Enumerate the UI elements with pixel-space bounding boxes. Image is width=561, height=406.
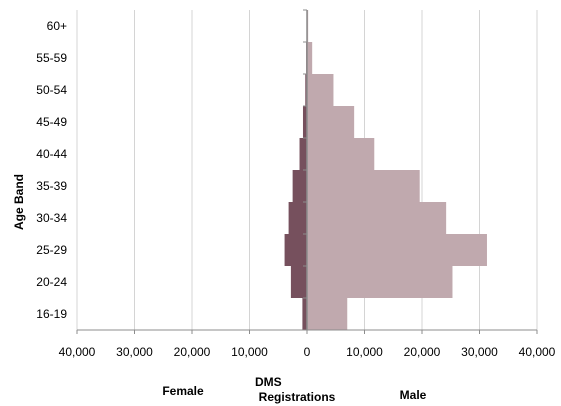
x-tick-label-5: 10,000 <box>346 345 383 359</box>
bar-female-35-39 <box>293 170 307 202</box>
x-tick-label-4: 0 <box>304 345 311 359</box>
x-tick-label-3: 10,000 <box>231 345 268 359</box>
x-tick-label-0: 40,000 <box>59 345 96 359</box>
age-band-label-25-29: 25-29 <box>36 243 67 257</box>
female-label: Female <box>162 384 204 398</box>
bar-male-50-54 <box>307 74 333 106</box>
age-band-label-50-54: 50-54 <box>36 83 67 97</box>
x-tick-label-8: 40,000 <box>519 345 556 359</box>
x-tick-label-1: 30,000 <box>116 345 153 359</box>
bars <box>285 10 487 330</box>
bar-female-25-29 <box>285 234 307 266</box>
bar-female-30-34 <box>289 202 307 234</box>
bar-male-25-29 <box>307 234 487 266</box>
bar-male-30-34 <box>307 202 446 234</box>
age-band-labels: 16-19 20-24 25-29 30-34 35-39 40-44 45-49 50-54… <box>36 19 67 321</box>
bar-male-35-39 <box>307 170 420 202</box>
bar-male-16-19 <box>307 298 347 330</box>
x-tick-label-2: 20,000 <box>174 345 211 359</box>
bar-male-20-24 <box>307 266 452 298</box>
x-tick-label-6: 20,000 <box>404 345 441 359</box>
bar-male-45-49 <box>307 106 354 138</box>
axes <box>77 10 537 334</box>
age-band-label-16-19: 16-19 <box>36 307 67 321</box>
bar-male-40-44 <box>307 138 374 170</box>
age-band-label-55-59: 55-59 <box>36 51 67 65</box>
dms-registrations-label: DMS Registrations <box>255 375 336 404</box>
age-band-label-60+: 60+ <box>47 19 67 33</box>
age-band-label-35-39: 35-39 <box>36 179 67 193</box>
dms-registrations-label-line1: DMS <box>255 375 282 389</box>
x-tick-labels: 40,000 30,000 20,000 10,000 0 10,000 20,000 30,… <box>59 345 556 359</box>
age-band-label-40-44: 40-44 <box>36 147 67 161</box>
y-axis-title: Age Band <box>12 174 26 230</box>
age-band-label-30-34: 30-34 <box>36 211 67 225</box>
x-tick-label-7: 30,000 <box>461 345 498 359</box>
age-band-label-20-24: 20-24 <box>36 275 67 289</box>
bar-female-20-24 <box>291 266 307 298</box>
bar-male-55-59 <box>307 42 312 74</box>
age-band-label-45-49: 45-49 <box>36 115 67 129</box>
dms-registrations-label-line2: Registrations <box>259 390 336 404</box>
male-label: Male <box>400 388 427 402</box>
bar-female-40-44 <box>300 138 307 170</box>
